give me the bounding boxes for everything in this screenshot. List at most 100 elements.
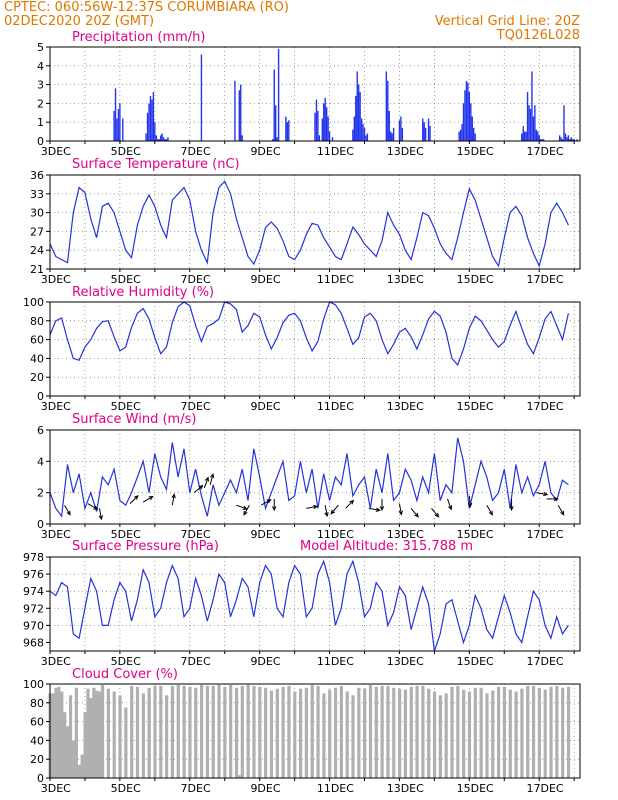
temperature-xtick-label: 9DEC — [250, 273, 280, 286]
cloud-cover-bar — [229, 684, 233, 778]
temperature-frame — [49, 174, 581, 270]
temperature-ytick-label: 36 — [30, 169, 44, 182]
humidity-title: Relative Humidity (%) — [72, 285, 214, 300]
precipitation-bar — [573, 139, 575, 141]
cloud-cover-bar — [281, 686, 285, 778]
cloud-cover-xtick-label: 15DEC — [457, 782, 494, 795]
temperature-panel: Surface Temperature (nC) 21 24 27 30 33 36 3DE… — [30, 157, 581, 286]
wind-xtick-label: 7DEC — [181, 528, 211, 541]
cloud-cover-ytick-label: 60 — [30, 716, 44, 729]
precipitation-bar — [566, 137, 568, 141]
pressure-xtick-label: 7DEC — [181, 655, 211, 668]
precipitation-bar — [422, 118, 424, 141]
wind-arrow — [410, 508, 419, 518]
cloud-cover-bar — [549, 686, 553, 778]
humidity-xtick-label: 7DEC — [181, 400, 211, 413]
precipitation-ytick-label: 1 — [37, 116, 44, 129]
wind-ytick-label: 6 — [37, 424, 44, 437]
wind-arrow-head — [467, 502, 473, 508]
precipitation-bar — [331, 137, 334, 141]
precipitation-bar — [388, 110, 390, 141]
wind-arrow — [324, 505, 328, 517]
cloud-cover-bar — [526, 685, 530, 778]
precipitation-bar — [314, 112, 316, 141]
cloud-cover-bar — [60, 691, 64, 778]
cloud-cover-bar — [537, 687, 541, 778]
precipitation-ytick-label: 3 — [37, 79, 44, 92]
cloud-cover-bar — [147, 687, 151, 778]
humidity-xtick-label: 9DEC — [250, 400, 280, 413]
precipitation-bar — [467, 82, 469, 141]
precipitation-bar — [152, 92, 155, 141]
precipitation-bar — [277, 48, 280, 141]
precipitation-xtick-label: 9DEC — [250, 145, 280, 158]
cloud-cover-xtick-label: 9DEC — [250, 782, 280, 795]
cloud-cover-bar — [497, 686, 501, 778]
wind-arrow-head — [204, 476, 210, 482]
precipitation-bar — [146, 112, 149, 141]
wind-arrow-head — [98, 515, 103, 521]
precipitation-bar — [161, 133, 163, 141]
wind-arrow-head — [448, 505, 453, 511]
cloud-cover-bar — [357, 687, 361, 778]
cloud-cover-bar — [508, 689, 512, 778]
precipitation-bar — [325, 107, 328, 141]
cloud-cover-bar — [188, 686, 192, 778]
cloud-cover-bar — [80, 754, 84, 778]
precipitation-bar — [317, 110, 319, 141]
humidity-xtick-label: 13DEC — [387, 400, 424, 413]
precipitation-bar — [360, 118, 363, 141]
precipitation-bar — [570, 137, 572, 141]
precipitation-bar — [558, 135, 561, 141]
precipitation-bar — [534, 105, 536, 141]
precipitation-bar — [526, 92, 529, 141]
cloud-cover-bar — [135, 686, 140, 778]
wind-arrow — [236, 504, 247, 510]
wind-title: Surface Wind (m/s) — [72, 412, 196, 427]
precipitation-bar — [285, 116, 287, 141]
precipitation-bar — [274, 105, 277, 141]
precipitation-bar — [468, 92, 471, 141]
precipitation-bar — [145, 133, 147, 141]
cloud-cover-bar — [322, 693, 326, 778]
temperature-xtick-label: 7DEC — [181, 273, 211, 286]
wind-arrow-head — [398, 510, 403, 516]
humidity-xtick-label: 3DEC — [41, 400, 71, 413]
cloud-cover-bar — [333, 687, 338, 778]
cloud-cover-bar — [293, 691, 297, 778]
header-vertical-grid-line: Vertical Grid Line: 20Z — [435, 14, 580, 29]
cloud-cover-bar — [491, 690, 495, 778]
wind-arrow-head — [509, 506, 514, 512]
precipitation-bar — [529, 109, 532, 141]
humidity-xtick-label: 5DEC — [111, 400, 141, 413]
precipitation-bar — [391, 133, 393, 141]
wind-arrow — [193, 485, 203, 494]
cloud-cover-bar — [566, 686, 571, 778]
cloud-cover-ytick-label: 0 — [37, 772, 44, 785]
precipitation-ytick-label: 5 — [37, 41, 44, 54]
wind-arrow-head — [243, 510, 248, 516]
cloud-cover-bar — [444, 693, 448, 778]
precipitation-bar — [541, 139, 543, 141]
wind-arrow-head — [272, 506, 277, 512]
precipitation-bar — [273, 69, 275, 141]
cloud-cover-bar — [561, 687, 565, 778]
wind-arrow — [209, 474, 214, 485]
temperature-xtick-label: 15DEC — [457, 273, 494, 286]
precipitation-bar — [356, 71, 358, 141]
cloud-cover-bar — [246, 684, 250, 778]
cloud-cover-bar — [531, 685, 536, 778]
temperature-title: Surface Temperature (nC) — [72, 157, 240, 172]
humidity-ytick-label: 40 — [30, 352, 44, 365]
wind-arrow-head — [148, 495, 154, 501]
wind-arrow — [468, 495, 471, 507]
precipitation-bar — [355, 95, 357, 141]
precipitation-bar — [528, 105, 530, 141]
precipitation-bar — [119, 103, 121, 141]
precipitation-xtick-label: 7DEC — [181, 145, 211, 158]
cloud-cover-bar — [124, 707, 128, 778]
precipitation-bar — [424, 127, 427, 141]
wind-arrow-head — [324, 512, 329, 518]
cloud-cover-bar — [141, 693, 145, 778]
temperature-xtick-label: 5DEC — [111, 273, 141, 286]
